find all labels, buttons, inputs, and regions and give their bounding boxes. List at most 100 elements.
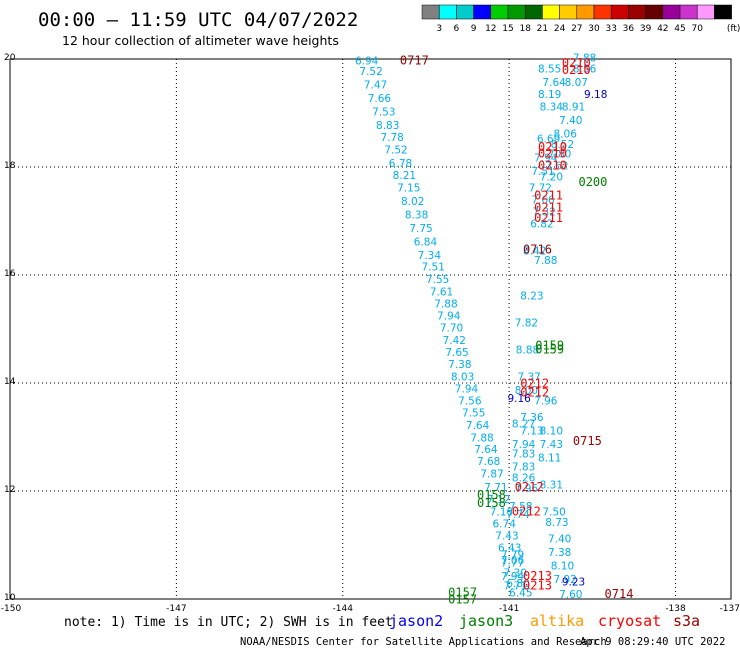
wave-height-value: 7.43 xyxy=(540,439,563,451)
wave-height-value: 7.72 xyxy=(529,182,552,194)
wave-height-value: 7.71 xyxy=(484,482,507,494)
wave-height-value: 7.82 xyxy=(515,317,538,329)
wave-height-value: 8.11 xyxy=(538,452,561,464)
wave-height-value: 8.02 xyxy=(401,196,424,208)
wave-height-value: 7.36 xyxy=(520,412,544,424)
wave-height-value: 6.80 xyxy=(506,578,529,590)
pass-time-label: 0716 xyxy=(523,242,552,256)
wave-height-value: 7.88 xyxy=(434,298,457,310)
color-swatch xyxy=(421,4,440,20)
wave-height-value: 7.87 xyxy=(480,469,503,481)
wave-height-value: 7.52 xyxy=(359,66,382,78)
color-scale-label: 21 xyxy=(537,24,548,34)
y-tick-label: 16 xyxy=(4,269,16,279)
pass-time-label: 0158 xyxy=(477,488,506,502)
color-scale-label: 12 xyxy=(485,24,496,34)
color-scale-label: 15 xyxy=(502,24,513,34)
wave-height-value: 7.66 xyxy=(368,93,392,105)
pass-time-label: 0213 xyxy=(523,578,552,592)
wave-height-value: 7.66 xyxy=(531,195,555,207)
color-swatch xyxy=(593,4,612,20)
wave-height-value: 8.31 xyxy=(540,479,563,491)
wave-height-value: 7.38 xyxy=(448,359,471,371)
wave-height-points: 6.947.527.477.667.538.837.787.526.788.21… xyxy=(355,53,607,601)
legend-entry-cryosat: cryosat xyxy=(598,612,661,630)
wave-height-value: 7.65 xyxy=(445,347,468,359)
wave-height-value: 8.07 xyxy=(565,77,588,89)
pass-time-label: 0212 xyxy=(520,386,549,400)
wave-height-value: 7.74 xyxy=(506,509,530,521)
pass-time-label: 0213 xyxy=(523,569,552,583)
wave-height-value: 7.56 xyxy=(458,396,482,408)
wave-height-value: 9.23 xyxy=(562,577,585,589)
wave-height-value: 7.55 xyxy=(426,274,449,286)
wave-height-value: 7.94 xyxy=(437,310,461,322)
wave-height-value: 7.13 xyxy=(520,425,543,437)
wave-height-value: 8.88 xyxy=(516,344,539,356)
y-tick-label: 12 xyxy=(4,485,15,495)
x-tick-label: -147 xyxy=(166,604,186,614)
wave-height-value: 7.06 xyxy=(501,555,525,567)
color-scale-label: 6 xyxy=(454,24,460,34)
wave-height-value: 7.60 xyxy=(559,589,582,601)
wave-height-value: 7.53 xyxy=(372,107,395,119)
wave-height-value: 7.16 xyxy=(490,506,514,518)
color-swatch xyxy=(696,4,715,20)
color-swatch xyxy=(628,4,646,20)
color-swatch xyxy=(714,4,732,20)
pass-time-label: 0210 xyxy=(538,159,567,173)
wave-height-value: 8.52 xyxy=(551,139,574,151)
wave-height-value: 7.64 xyxy=(542,77,566,89)
chart-title: 00:00 – 11:59 UTC 04/07/2022 xyxy=(38,9,358,31)
pass-time-label: 0211 xyxy=(534,188,563,202)
wave-height-value: 7.51 xyxy=(422,262,445,274)
pass-time-label: 0157 xyxy=(448,585,477,599)
wave-height-value: 6.45 xyxy=(509,587,532,599)
pass-time-label: 0159 xyxy=(535,339,564,353)
color-swatch xyxy=(679,4,698,20)
wave-height-value: 8.56 xyxy=(573,64,597,76)
wave-height-value: 9.16 xyxy=(507,393,531,405)
wave-height-value: 6.82 xyxy=(530,218,553,230)
wave-height-value: 7.64 xyxy=(466,420,490,432)
wave-height-value: 8.10 xyxy=(540,425,563,437)
color-swatch xyxy=(524,4,543,20)
pass-time-label: 0210 xyxy=(562,56,591,70)
color-swatch xyxy=(490,4,509,20)
y-tick-label: 18 xyxy=(4,161,16,171)
wave-height-value: 6.43 xyxy=(498,542,521,554)
pass-time-label: 0717 xyxy=(400,53,429,67)
y-tick-label: 10 xyxy=(4,593,16,603)
wave-height-value: 8.23 xyxy=(520,290,543,302)
y-axis: 20 18 16 14 12 10 xyxy=(4,53,16,603)
wave-height-value: 7.83 xyxy=(512,461,535,473)
wave-height-value: 8.83 xyxy=(376,120,399,132)
wave-height-value: 8.10 xyxy=(551,560,574,572)
wave-height-value: 7.79 xyxy=(501,550,524,562)
color-scale-label: 33 xyxy=(605,24,616,34)
y-tick-label: 14 xyxy=(4,377,16,387)
color-scale-label: 42 xyxy=(657,24,668,34)
wave-height-value: 7.70 xyxy=(440,323,463,335)
color-swatch xyxy=(645,4,664,20)
wave-height-value: 7.43 xyxy=(495,531,518,543)
color-scale-label: 24 xyxy=(554,24,566,34)
wave-height-value: 7.34 xyxy=(418,250,442,262)
wave-height-value: 7.37 xyxy=(517,371,540,383)
color-swatch xyxy=(662,4,681,20)
wave-height-value: 7.12 xyxy=(487,494,510,506)
color-scale-label: 30 xyxy=(588,24,600,34)
pass-time-label: 0212 xyxy=(520,376,549,390)
wave-height-value: 7.52 xyxy=(384,145,407,157)
wave-height-value: 7.20 xyxy=(540,172,563,184)
legend-entry-jason3: jason3 xyxy=(459,612,513,630)
color-swatch xyxy=(456,4,474,20)
wave-height-value: 8.42 xyxy=(523,245,546,257)
wave-height-value: 7.68 xyxy=(477,456,500,468)
wave-height-value: 8.00 xyxy=(515,385,538,397)
color-scale-label: 3 xyxy=(436,24,442,34)
color-swatch xyxy=(559,4,578,20)
color-swatch xyxy=(507,4,526,20)
footer-credit: NOAA/NESDIS Center for Satellite Applica… xyxy=(240,636,607,648)
